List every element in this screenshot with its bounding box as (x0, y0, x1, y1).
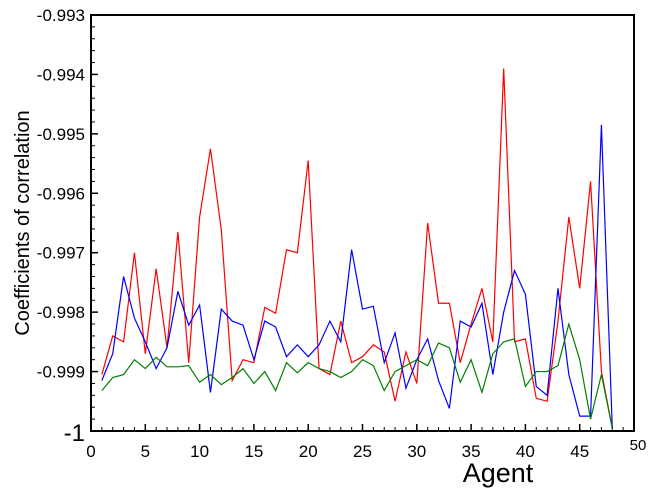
y-axis: -0.993 -0.994 -0.995 -0.996 -0.997 -0.998 -0.9… (37, 6, 98, 447)
y-tick-label: -0.994 (37, 65, 85, 84)
x-axis-title: Agent (463, 458, 534, 488)
x-tick-label: 35 (462, 442, 481, 461)
x-tick-label: 30 (407, 442, 426, 461)
y-tick-label: -0.999 (37, 363, 85, 382)
x-tick-label: 45 (570, 442, 589, 461)
y-tick-label: -0.997 (37, 244, 85, 263)
y-tick-label: -1 (64, 420, 85, 447)
y-tick-label: -0.993 (37, 6, 85, 25)
x-axis: 0 5 10 15 20 25 30 35 40 45 50 (86, 424, 646, 461)
x-tick-label: 5 (141, 442, 150, 461)
y-tick-label: -0.998 (37, 303, 85, 322)
x-tick-label: 10 (190, 442, 209, 461)
y-tick-label: -0.995 (37, 125, 85, 144)
x-tick-label: 25 (353, 442, 372, 461)
x-tick-label: 50 (630, 437, 647, 454)
series-line-1 (101, 68, 613, 429)
y-tick-label: -0.996 (37, 184, 85, 203)
x-tick-label: 0 (86, 442, 95, 461)
series-layer (101, 68, 613, 429)
series-line-2 (101, 124, 613, 429)
x-tick-label: 20 (299, 442, 318, 461)
x-tick-label: 15 (244, 442, 263, 461)
x-tick-label: 40 (516, 442, 535, 461)
series-line-3 (101, 321, 613, 429)
y-axis-title: Coefficients of correlation (12, 110, 34, 335)
